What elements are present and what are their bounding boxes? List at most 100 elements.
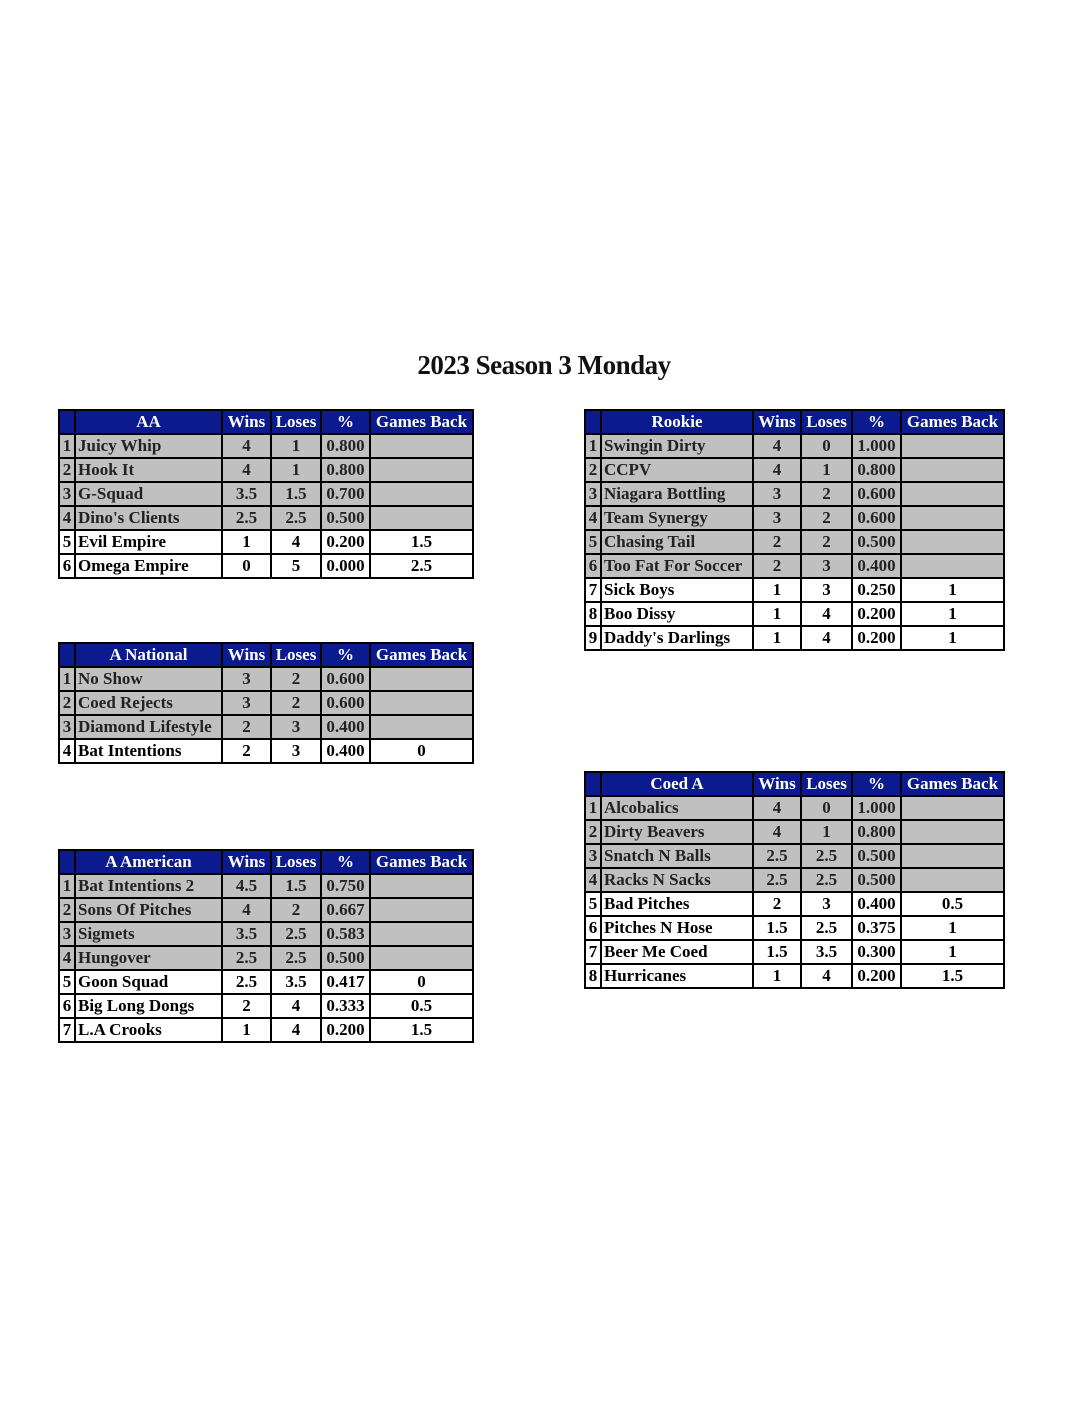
loses-header: Loses <box>270 642 322 668</box>
team-name: Too Fat For Soccer <box>600 553 754 579</box>
games-back-cell <box>369 897 474 923</box>
loses-cell: 4 <box>270 529 322 555</box>
loses-cell: 1.5 <box>270 481 322 507</box>
games-back-cell: 1 <box>900 577 1005 603</box>
loses-cell: 2.5 <box>270 505 322 531</box>
games-back-cell <box>369 945 474 971</box>
header-row: A American Wins Loses% Games Back <box>58 849 474 875</box>
table-row: 3 Diamond Lifestyle 2 3 0.400 <box>58 714 474 740</box>
team-name: Evil Empire <box>74 529 223 555</box>
pct-cell: 0.200 <box>851 625 902 651</box>
table-row: 2 Dirty Beavers 4 1 0.800 <box>584 819 1005 845</box>
wins-cell: 4 <box>752 795 802 821</box>
rank-cell: 1 <box>584 795 602 821</box>
team-name: Hurricanes <box>600 963 754 989</box>
team-name: Diamond Lifestyle <box>74 714 223 740</box>
team-name: Bad Pitches <box>600 891 754 917</box>
wins-header: Wins <box>221 642 272 668</box>
team-name: Big Long Dongs <box>74 993 223 1019</box>
wins-header: Wins <box>221 849 272 875</box>
wins-cell: 2.5 <box>221 969 272 995</box>
pct-cell: 0.400 <box>320 714 371 740</box>
table-row: 1 Juicy Whip 4 1 0.800 <box>58 433 474 459</box>
wins-cell: 3.5 <box>221 481 272 507</box>
rank-cell: 8 <box>584 963 602 989</box>
games-back-cell <box>900 529 1005 555</box>
team-name: Boo Dissy <box>600 601 754 627</box>
table-row: 6 Big Long Dongs 2 4 0.333 0.5 <box>58 993 474 1019</box>
table-row: 6 Pitches N Hose 1.5 2.5 0.375 1 <box>584 915 1005 941</box>
wins-cell: 4.5 <box>221 873 272 899</box>
table-row: 8 Boo Dissy 1 4 0.200 1 <box>584 601 1005 627</box>
rank-cell: 1 <box>58 666 76 692</box>
pct-cell: 0.800 <box>320 433 371 459</box>
loses-cell: 3 <box>270 738 322 764</box>
table-row: 1 No Show 3 2 0.600 <box>58 666 474 692</box>
wins-cell: 2.5 <box>221 945 272 971</box>
rank-header <box>58 409 76 435</box>
games-back-cell: 1 <box>900 601 1005 627</box>
games-back-cell: 1.5 <box>369 529 474 555</box>
games-back-header: Games Back <box>369 849 474 875</box>
table-row: 4 Bat Intentions 2 3 0.400 0 <box>58 738 474 764</box>
loses-cell: 4 <box>270 993 322 1019</box>
wins-cell: 1.5 <box>752 915 802 941</box>
games-back-cell <box>900 795 1005 821</box>
games-back-cell <box>900 819 1005 845</box>
table-row: 4 Racks N Sacks 2.5 2.5 0.500 <box>584 867 1005 893</box>
team-name: Omega Empire <box>74 553 223 579</box>
rank-cell: 4 <box>584 505 602 531</box>
rank-cell: 2 <box>584 819 602 845</box>
pct-cell: 0.750 <box>320 873 371 899</box>
games-back-cell <box>369 666 474 692</box>
team-name: Beer Me Coed <box>600 939 754 965</box>
games-back-cell: 1.5 <box>900 963 1005 989</box>
games-back-cell <box>369 433 474 459</box>
loses-cell: 2.5 <box>800 843 853 869</box>
wins-cell: 3 <box>752 505 802 531</box>
loses-header: Loses <box>800 771 853 797</box>
loses-cell: 4 <box>270 1017 322 1043</box>
pct-cell: 0.400 <box>320 738 371 764</box>
pct-cell: 0.417 <box>320 969 371 995</box>
loses-cell: 5 <box>270 553 322 579</box>
team-name: No Show <box>74 666 223 692</box>
wins-cell: 4 <box>752 433 802 459</box>
header-row: Rookie Wins Loses% Games Back <box>584 409 1005 435</box>
pct-header: % <box>320 642 371 668</box>
team-name: Racks N Sacks <box>600 867 754 893</box>
pct-cell: 0.200 <box>320 1017 371 1043</box>
table-row: 8 Hurricanes 1 4 0.200 1.5 <box>584 963 1005 989</box>
table-row: 3 G-Squad 3.5 1.5 0.700 <box>58 481 474 507</box>
rank-cell: 5 <box>584 529 602 555</box>
loses-cell: 3.5 <box>270 969 322 995</box>
loses-cell: 3 <box>800 553 853 579</box>
pct-cell: 0.600 <box>320 666 371 692</box>
team-name: Hungover <box>74 945 223 971</box>
header-row: Coed A Wins Loses% Games Back <box>584 771 1005 797</box>
rank-cell: 8 <box>584 601 602 627</box>
rank-cell: 5 <box>58 969 76 995</box>
wins-header: Wins <box>752 771 802 797</box>
loses-header: Loses <box>800 409 853 435</box>
loses-cell: 1 <box>800 819 853 845</box>
pct-cell: 0.800 <box>851 457 902 483</box>
wins-cell: 1 <box>752 577 802 603</box>
team-name: Niagara Bottling <box>600 481 754 507</box>
loses-cell: 3 <box>800 891 853 917</box>
loses-cell: 0 <box>800 795 853 821</box>
team-name: Daddy's Darlings <box>600 625 754 651</box>
team-name: Coed Rejects <box>74 690 223 716</box>
table-row: 6 Omega Empire 0 5 0.000 2.5 <box>58 553 474 579</box>
loses-cell: 1 <box>270 457 322 483</box>
team-name: Swingin Dirty <box>600 433 754 459</box>
games-back-cell: 1 <box>900 939 1005 965</box>
rank-cell: 7 <box>58 1017 76 1043</box>
table-row: 5 Evil Empire 1 4 0.200 1.5 <box>58 529 474 555</box>
division-name: Rookie <box>600 409 754 435</box>
rank-header <box>58 849 76 875</box>
pct-cell: 0.800 <box>851 819 902 845</box>
table-row: 2 Hook It 4 1 0.800 <box>58 457 474 483</box>
team-name: Bat Intentions 2 <box>74 873 223 899</box>
games-back-cell <box>369 481 474 507</box>
